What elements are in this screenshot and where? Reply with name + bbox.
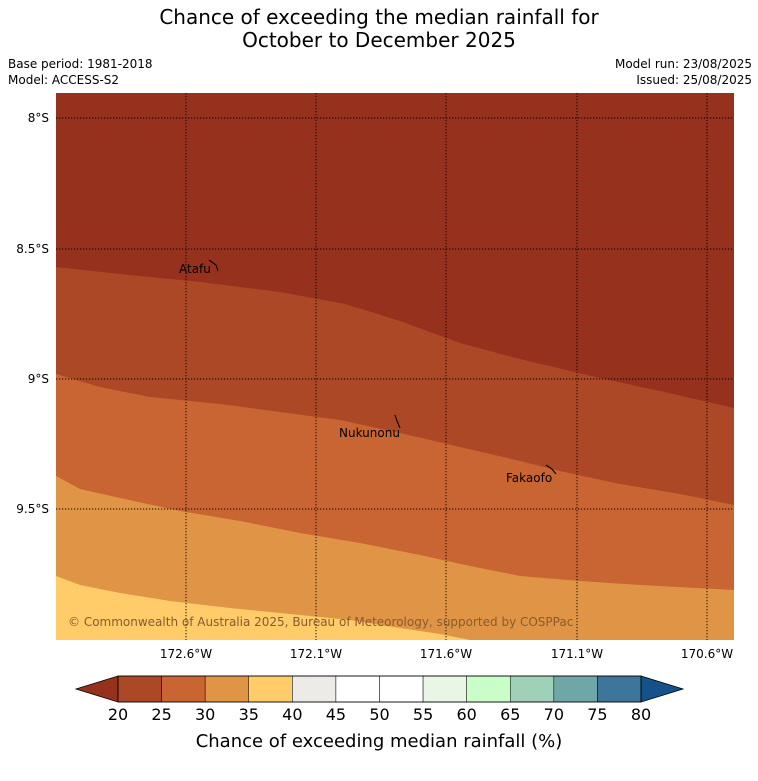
colorbar-tick-label: 40 xyxy=(282,705,302,724)
base-period: Base period: 1981-2018 xyxy=(8,57,153,71)
lon-label-171-6w: 171.6°W xyxy=(420,647,472,661)
band-40-45 xyxy=(56,576,470,640)
colorbar-tick-label: 30 xyxy=(195,705,215,724)
colorbar-cell xyxy=(422,675,467,703)
colorbar-tick-label: 20 xyxy=(108,705,128,724)
title-line-2: October to December 2025 xyxy=(242,28,516,52)
lon-label-170-6w: 170.6°W xyxy=(681,647,733,661)
lon-label-172-6w: 172.6°W xyxy=(160,647,212,661)
colorbar-tick-label: 60 xyxy=(456,705,476,724)
place-label-atafu: Atafu xyxy=(179,262,211,276)
map-area: Atafu Nukunonu Fakaofo © Commonwealth of… xyxy=(56,93,734,640)
colorbar-tick-label: 70 xyxy=(544,705,564,724)
colorbar-frame xyxy=(117,675,642,703)
issued-date: Issued: 25/08/2025 xyxy=(636,73,752,87)
colorbar-cell xyxy=(466,675,511,703)
colorbar-cell xyxy=(292,675,337,703)
colorbar-tick-label: 25 xyxy=(151,705,171,724)
colorbar-tick-label: 80 xyxy=(631,705,651,724)
colorbar-label: Chance of exceeding median rainfall (%) xyxy=(196,731,563,752)
atafu-atoll xyxy=(208,259,219,272)
graticule xyxy=(56,93,734,640)
model-run: Model run: 23/08/2025 xyxy=(614,57,752,71)
colorbar: 20 25 30 35 40 45 50 55 60 65 70 75 80 Chance of exc… xyxy=(74,675,685,752)
lat-label-9s: 9°S xyxy=(28,372,49,386)
band-35-40 xyxy=(56,476,734,640)
colorbar-cell xyxy=(597,675,642,703)
lat-label-9-5s: 9.5°S xyxy=(16,502,49,516)
colorbar-high-extend xyxy=(640,675,685,703)
lon-label-171-1w: 171.1°W xyxy=(551,647,603,661)
atoll-outlines xyxy=(208,259,557,475)
colorbar-cell xyxy=(335,675,380,703)
colorbar-low-extend xyxy=(74,675,119,703)
colorbar-cell xyxy=(553,675,598,703)
place-label-nukunonu: Nukunonu xyxy=(339,426,400,440)
place-label-fakaofo: Fakaofo xyxy=(506,471,552,485)
colorbar-cell xyxy=(510,675,555,703)
lat-label-8s: 8°S xyxy=(28,111,49,125)
colorbar-cell xyxy=(204,675,250,703)
colorbar-cell xyxy=(248,675,293,703)
colorbar-tick-label: 50 xyxy=(369,705,389,724)
fakaofo-atoll xyxy=(545,464,557,475)
model-name: Model: ACCESS-S2 xyxy=(8,73,120,87)
title-line-1: Chance of exceeding the median rainfall … xyxy=(159,5,599,29)
colorbar-cell xyxy=(117,675,162,703)
lat-label-8-5s: 8.5°S xyxy=(16,242,49,256)
copyright-notice: © Commonwealth of Australia 2025, Bureau… xyxy=(68,615,573,629)
colorbar-tick-label: 45 xyxy=(326,705,346,724)
colorbar-tick-label: 65 xyxy=(500,705,520,724)
longitude-labels: 172.6°W 172.1°W 171.6°W 171.1°W 170.6°W xyxy=(160,647,733,661)
lon-label-172-1w: 172.1°W xyxy=(290,647,342,661)
colorbar-cell xyxy=(379,675,424,703)
colorbar-cell xyxy=(161,675,206,703)
colorbar-tick-label: 55 xyxy=(413,705,433,724)
nukunonu-atoll xyxy=(394,414,401,429)
colorbar-tick-label: 35 xyxy=(239,705,259,724)
latitude-labels: 8°S 8.5°S 9°S 9.5°S xyxy=(16,111,49,516)
colorbar-tick-label: 75 xyxy=(587,705,607,724)
